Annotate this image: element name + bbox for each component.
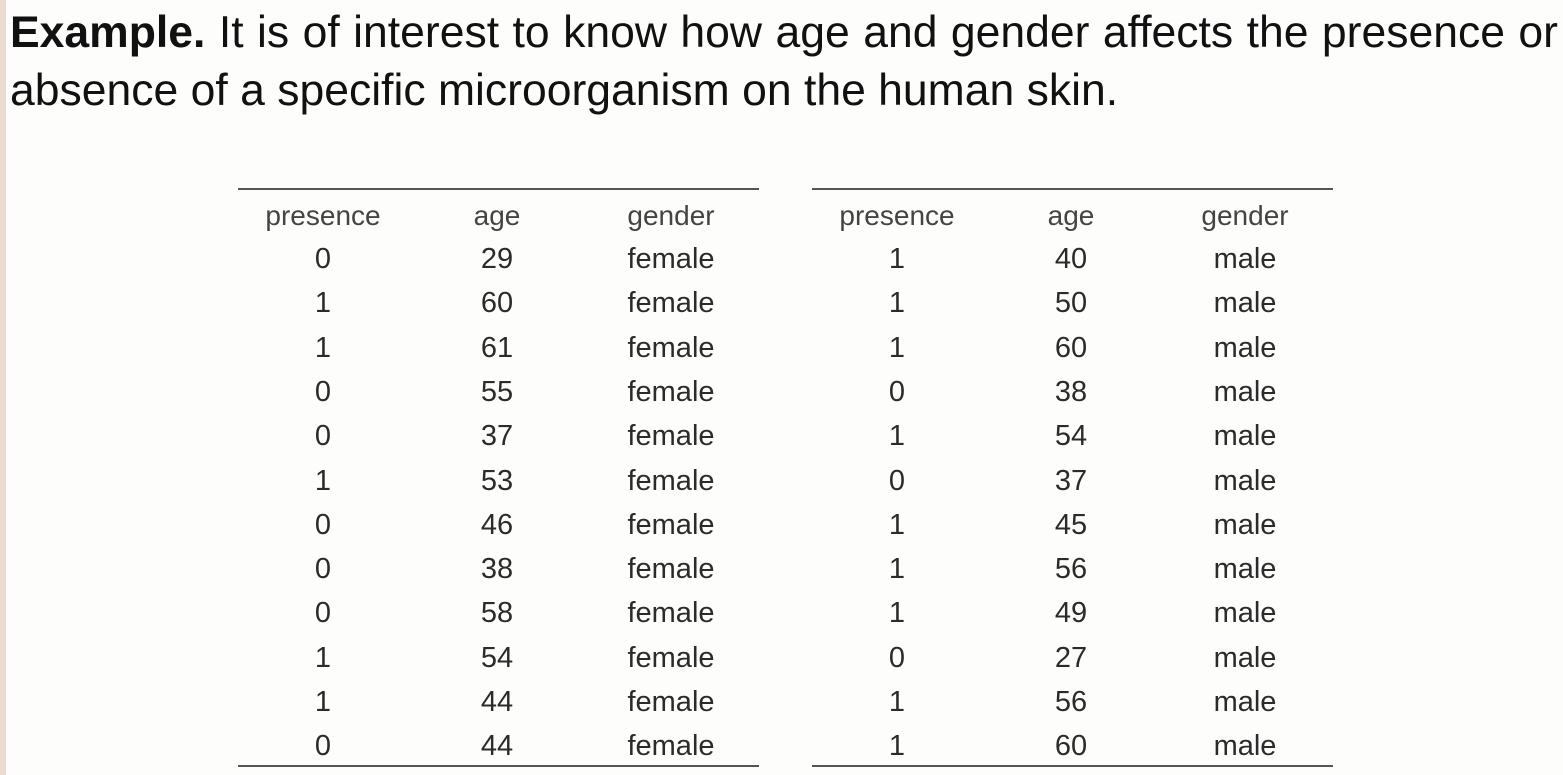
table-cell: female — [627, 686, 715, 718]
table-cell: 1 — [314, 464, 332, 497]
paragraph: Example. It is of interest to know how a… — [10, 4, 1558, 120]
table-cell: 1 — [314, 331, 332, 364]
table-cell: 44 — [480, 686, 514, 718]
table-cell: 60 — [1054, 730, 1088, 763]
table-cell: 44 — [480, 730, 514, 763]
table-cell: male — [1213, 420, 1277, 453]
column-header: age — [473, 200, 521, 231]
table-cell: 46 — [480, 508, 514, 541]
table-cell: female — [627, 553, 715, 586]
table-cell: female — [627, 508, 715, 541]
table-cell: male — [1213, 553, 1277, 586]
table: presence age gender 1 40 male 1 50 male 1 60 male 0 3… — [812, 188, 1333, 770]
table: presence age gender 0 29 female 1 60 female 1 61 fe… — [238, 188, 759, 770]
table-cell: 58 — [480, 597, 514, 630]
table-cell: female — [627, 420, 715, 453]
column-header: presence — [265, 200, 381, 231]
side-strip — [0, 0, 6, 775]
table-cell: 1 — [888, 420, 906, 453]
paragraph-text: It is of interest to know how age and ge… — [10, 8, 1558, 115]
table-cell: 1 — [888, 553, 906, 586]
column-header: gender — [627, 200, 715, 231]
table-cell: male — [1213, 375, 1277, 408]
table-cell: 40 — [1054, 243, 1088, 275]
table-cell: 1 — [314, 641, 332, 674]
table-cell: 1 — [888, 597, 906, 630]
table-cell: 38 — [1054, 375, 1088, 408]
table-cell: 56 — [1054, 553, 1088, 586]
table-cell: female — [627, 287, 715, 320]
table-cell: 37 — [1054, 464, 1088, 497]
table-cell: 0 — [314, 420, 332, 453]
table-cell: male — [1213, 597, 1277, 630]
table-cell: 53 — [480, 464, 514, 497]
table-cell: 56 — [1054, 686, 1088, 718]
table-cell: female — [627, 597, 715, 630]
table-cell: 54 — [1054, 420, 1088, 453]
paragraph-label: Example. — [10, 8, 206, 57]
table-cell: 29 — [480, 243, 514, 275]
table-cell: male — [1213, 243, 1277, 275]
table-cell: male — [1213, 730, 1277, 763]
table-cell: 49 — [1054, 597, 1088, 630]
column-header: gender — [1201, 200, 1289, 231]
table-cell: 1 — [888, 508, 906, 541]
table-cell: male — [1213, 331, 1277, 364]
table-cell: female — [627, 641, 715, 674]
table-cell: female — [627, 331, 715, 364]
table-cell: 45 — [1054, 508, 1088, 541]
table-cell: 0 — [888, 375, 906, 408]
table-cell: 0 — [888, 464, 906, 497]
table-cell: male — [1213, 287, 1277, 320]
table-cell: 38 — [480, 553, 514, 586]
table-cell: 1 — [888, 243, 906, 275]
table-cell: male — [1213, 464, 1277, 497]
column-header: presence — [839, 200, 955, 231]
bottom-rule — [812, 765, 1333, 767]
table-cell: 0 — [314, 375, 332, 408]
table-cell: 60 — [1054, 331, 1088, 364]
table-cell: 0 — [314, 730, 332, 763]
table-cell: male — [1213, 508, 1277, 541]
table-cell: female — [627, 730, 715, 763]
table-cell: 54 — [480, 641, 514, 674]
table-cell: 37 — [480, 420, 514, 453]
table-cell: 27 — [1054, 641, 1088, 674]
table-cell: 1 — [888, 686, 906, 718]
table-cell: male — [1213, 686, 1277, 718]
table-cell: 61 — [480, 331, 514, 364]
top-rule — [238, 188, 759, 190]
bottom-rule — [238, 765, 759, 767]
table-cell: 60 — [480, 287, 514, 320]
table-cell: 0 — [314, 597, 332, 630]
table-cell: 1 — [314, 686, 332, 718]
table-cell: 1 — [314, 287, 332, 320]
table-cell: 55 — [480, 375, 514, 408]
table-cell: female — [627, 464, 715, 497]
table-cell: 1 — [888, 730, 906, 763]
top-rule — [812, 188, 1333, 190]
table-cell: 0 — [888, 641, 906, 674]
table-cell: female — [627, 243, 715, 275]
table-cell: 0 — [314, 508, 332, 541]
table-cell: male — [1213, 641, 1277, 674]
table-cell: 1 — [888, 287, 906, 320]
table-cell: 50 — [1054, 287, 1088, 320]
column-header: age — [1047, 200, 1095, 231]
table-cell: 0 — [314, 243, 332, 275]
table-cell: 0 — [314, 553, 332, 586]
table-cell: female — [627, 375, 715, 408]
table-cell: 1 — [888, 331, 906, 364]
